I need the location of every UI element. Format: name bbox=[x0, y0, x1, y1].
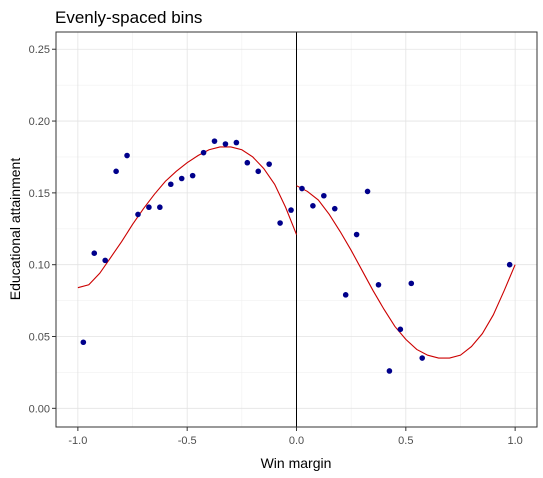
x-tick-label: -1.0 bbox=[68, 435, 87, 447]
data-point bbox=[178, 175, 185, 182]
data-point bbox=[506, 261, 513, 268]
data-point bbox=[277, 220, 283, 226]
y-axis-title: Educational attainment bbox=[7, 158, 23, 301]
data-point bbox=[244, 159, 251, 166]
data-point bbox=[353, 231, 360, 238]
data-point bbox=[419, 355, 426, 361]
data-point bbox=[321, 192, 327, 199]
data-point bbox=[113, 168, 119, 175]
x-tick-label: -0.5 bbox=[178, 435, 197, 447]
data-point bbox=[135, 211, 141, 218]
x-tick-label: 0.0 bbox=[289, 435, 304, 447]
data-point bbox=[167, 181, 174, 188]
data-point bbox=[299, 185, 305, 192]
data-point bbox=[124, 152, 130, 159]
y-tick-label: 0.05 bbox=[29, 332, 50, 344]
y-tick-label: 0.25 bbox=[29, 44, 50, 56]
data-point bbox=[342, 292, 349, 298]
data-point bbox=[397, 326, 404, 333]
data-point bbox=[364, 188, 371, 195]
fit-line-right bbox=[296, 185, 516, 359]
x-tick-label: 0.5 bbox=[398, 435, 413, 447]
data-point bbox=[266, 161, 272, 167]
x-axis-title: Win margin bbox=[261, 455, 332, 471]
x-tick-label: 1.0 bbox=[507, 435, 522, 447]
chart-title: Evenly-spaced bins bbox=[55, 8, 202, 27]
data-point bbox=[200, 149, 207, 156]
y-axis-ticks: 0.00 0.05 0.10 0.15 0.20 0.25 bbox=[29, 44, 56, 415]
data-point bbox=[157, 204, 163, 211]
data-point bbox=[375, 282, 382, 288]
y-tick-label: 0.10 bbox=[29, 260, 50, 272]
data-point bbox=[331, 205, 338, 212]
data-point bbox=[310, 203, 316, 209]
fit-lines bbox=[77, 146, 516, 359]
data-point bbox=[288, 207, 294, 213]
data-point bbox=[211, 138, 218, 144]
data-point bbox=[146, 204, 152, 211]
x-axis-ticks: -1.0 -0.5 0.0 0.5 1.0 bbox=[68, 427, 523, 447]
data-point bbox=[80, 339, 87, 346]
y-tick-label: 0.15 bbox=[29, 188, 50, 200]
data-points bbox=[80, 138, 513, 374]
data-point bbox=[222, 141, 229, 147]
data-point bbox=[386, 368, 393, 374]
data-point bbox=[91, 250, 98, 256]
data-point bbox=[102, 257, 108, 264]
y-tick-label: 0.00 bbox=[29, 403, 50, 415]
data-point bbox=[189, 172, 196, 179]
data-point bbox=[255, 168, 262, 175]
data-point bbox=[233, 139, 240, 146]
fit-line-left bbox=[77, 146, 298, 289]
data-point bbox=[408, 280, 415, 287]
y-tick-label: 0.20 bbox=[29, 116, 50, 128]
